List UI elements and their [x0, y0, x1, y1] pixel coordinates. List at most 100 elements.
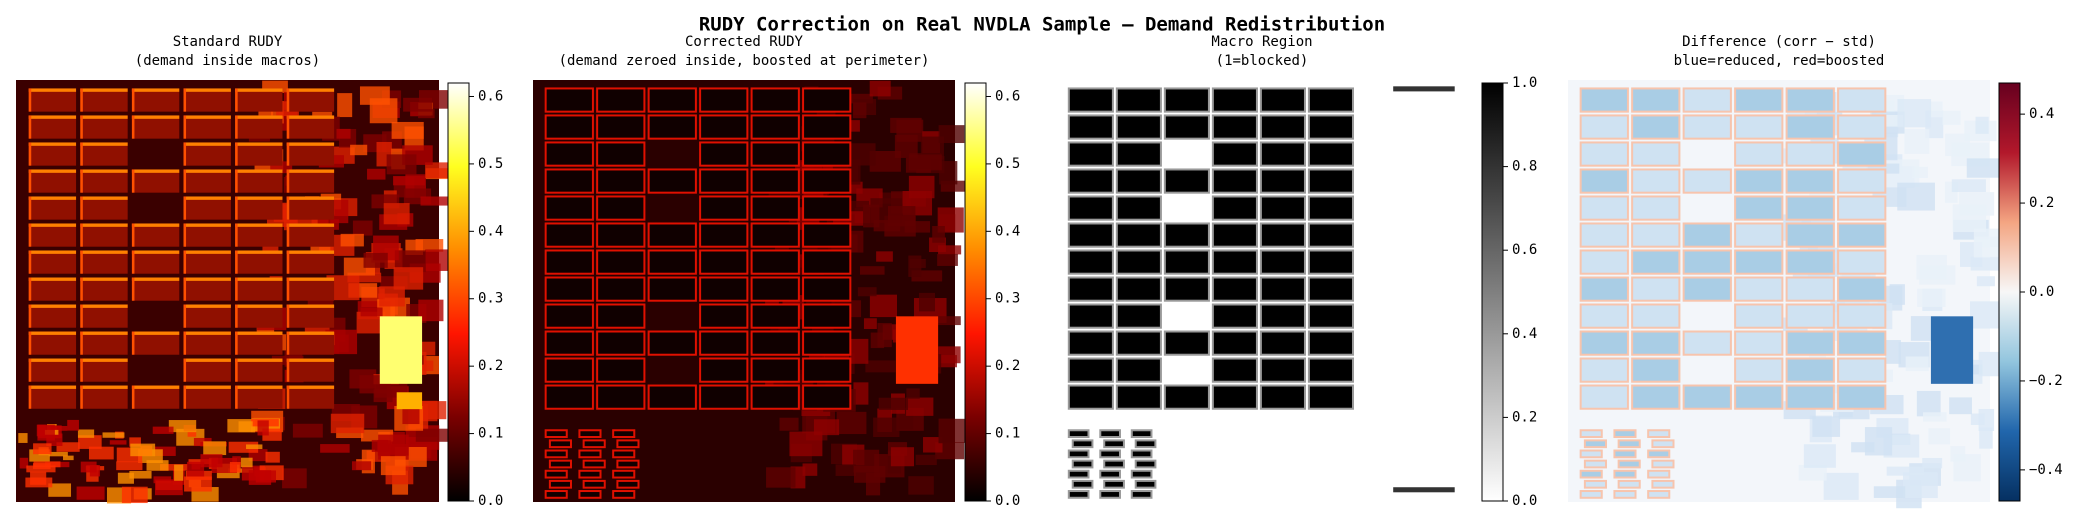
heatmap-patch	[699, 168, 749, 194]
heatmap-patch	[1734, 114, 1784, 140]
heatmap-patch	[647, 168, 697, 194]
heatmap-patch	[187, 432, 197, 437]
heatmap-patch	[1785, 195, 1835, 221]
heatmap-patch	[873, 220, 901, 232]
heatmap-patch	[183, 385, 187, 409]
heatmap-patch	[1163, 87, 1210, 113]
heatmap-patch	[402, 406, 420, 425]
heatmap-patch	[183, 331, 187, 355]
heatmap-patch	[28, 250, 77, 254]
heatmap-patch	[1959, 192, 1995, 216]
heatmap-patch	[183, 250, 187, 274]
heatmap-patch	[63, 455, 74, 461]
heatmap-patch	[647, 330, 697, 356]
heatmap-patch	[1307, 276, 1354, 302]
heatmap-patch	[1163, 168, 1210, 194]
heatmap-patch	[379, 316, 423, 384]
heatmap-patch	[850, 338, 869, 364]
heatmap-patch	[286, 277, 335, 281]
heatmap-patch	[183, 115, 231, 119]
heatmap-patch	[544, 195, 594, 221]
heatmap-patch	[1820, 400, 1854, 413]
heatmap-patch	[80, 196, 83, 220]
heatmap-patch	[235, 385, 283, 389]
heatmap-patch	[1631, 222, 1681, 248]
heatmap-patch	[1211, 303, 1258, 329]
heatmap-patch	[286, 358, 335, 382]
heatmap-patch	[28, 304, 77, 328]
heatmap-patch	[235, 277, 238, 301]
heatmap-patch	[80, 358, 128, 362]
colorbar-tick-label: 0.4	[995, 223, 1020, 239]
heatmap-patch	[938, 245, 962, 255]
heatmap-patch	[699, 249, 749, 275]
colorbar-tick-label: −0.2	[2029, 373, 2063, 389]
heatmap-patch	[1067, 87, 1114, 113]
heatmap-patch	[1682, 249, 1732, 275]
heatmap-patch	[1259, 114, 1306, 140]
heatmap-patch	[369, 98, 398, 124]
heatmap-patch	[846, 93, 873, 104]
heatmap-patch	[596, 303, 646, 329]
heatmap-patch	[80, 331, 128, 355]
heatmap-patch	[80, 277, 128, 281]
heatmap-patch	[612, 429, 636, 439]
heatmap-patch	[1785, 114, 1835, 140]
colorbar-tick-label: 0.5	[478, 156, 503, 172]
heatmap-patch	[1579, 168, 1629, 194]
heatmap-patch	[1211, 141, 1258, 167]
heatmap-patch	[1911, 166, 1928, 178]
heatmap-patch	[33, 443, 52, 455]
heatmap-patch	[802, 357, 852, 383]
heatmap-patch	[265, 451, 280, 463]
heatmap-patch	[877, 323, 892, 348]
heatmap-patch	[699, 195, 749, 221]
heatmap-patch	[286, 277, 290, 301]
heatmap-patch	[1785, 303, 1835, 329]
heatmap-patch	[1837, 384, 1887, 410]
heatmap-patch	[548, 459, 572, 469]
heatmap-patch	[789, 431, 823, 457]
heatmap-patch	[131, 223, 135, 247]
heatmap-patch	[1930, 316, 1974, 384]
heatmap-patch	[1917, 288, 1946, 307]
heatmap-patch	[1579, 195, 1629, 221]
heatmap-patch	[131, 169, 135, 193]
heatmap-patch	[1837, 330, 1887, 356]
heatmap-patch	[1115, 168, 1162, 194]
heatmap-patch	[1916, 390, 1941, 417]
heatmap-patch	[235, 223, 283, 227]
heatmap-patch	[1259, 249, 1306, 275]
heatmap-patch	[612, 490, 636, 499]
heatmap-patch	[28, 169, 77, 173]
heatmap-patch	[1734, 222, 1784, 248]
heatmap-patch	[160, 464, 188, 471]
heatmap-patch	[393, 267, 424, 290]
heatmap-patch	[544, 222, 594, 248]
heatmap	[533, 80, 972, 502]
heatmap-patch	[129, 437, 141, 447]
heatmap-patch	[1631, 276, 1681, 302]
heatmap-patch	[596, 168, 646, 194]
heatmap-patch	[186, 461, 205, 477]
heatmap-patch	[766, 467, 796, 488]
heatmap-patch	[1734, 168, 1784, 194]
heatmap-patch	[1307, 249, 1354, 275]
heatmap-patch	[1259, 357, 1306, 383]
heatmap-patch	[1130, 449, 1153, 459]
heatmap-patch	[908, 175, 935, 199]
heatmap-patch	[1617, 479, 1641, 489]
heatmap-patch	[1837, 141, 1887, 167]
heatmap-patch	[1837, 276, 1887, 302]
heatmap-patch	[699, 222, 749, 248]
heatmap-patch	[28, 142, 32, 166]
heatmap-patch	[336, 128, 351, 139]
heatmap-patch	[647, 222, 697, 248]
colorbar	[1998, 82, 2021, 502]
colorbar-tick-label: 0.2	[478, 358, 503, 374]
heatmap-patch	[1579, 330, 1629, 356]
heatmap-patch	[1103, 439, 1125, 449]
heatmap-patch	[1163, 276, 1210, 302]
heatmap-patch	[286, 331, 335, 335]
heatmap-patch	[1307, 330, 1354, 356]
